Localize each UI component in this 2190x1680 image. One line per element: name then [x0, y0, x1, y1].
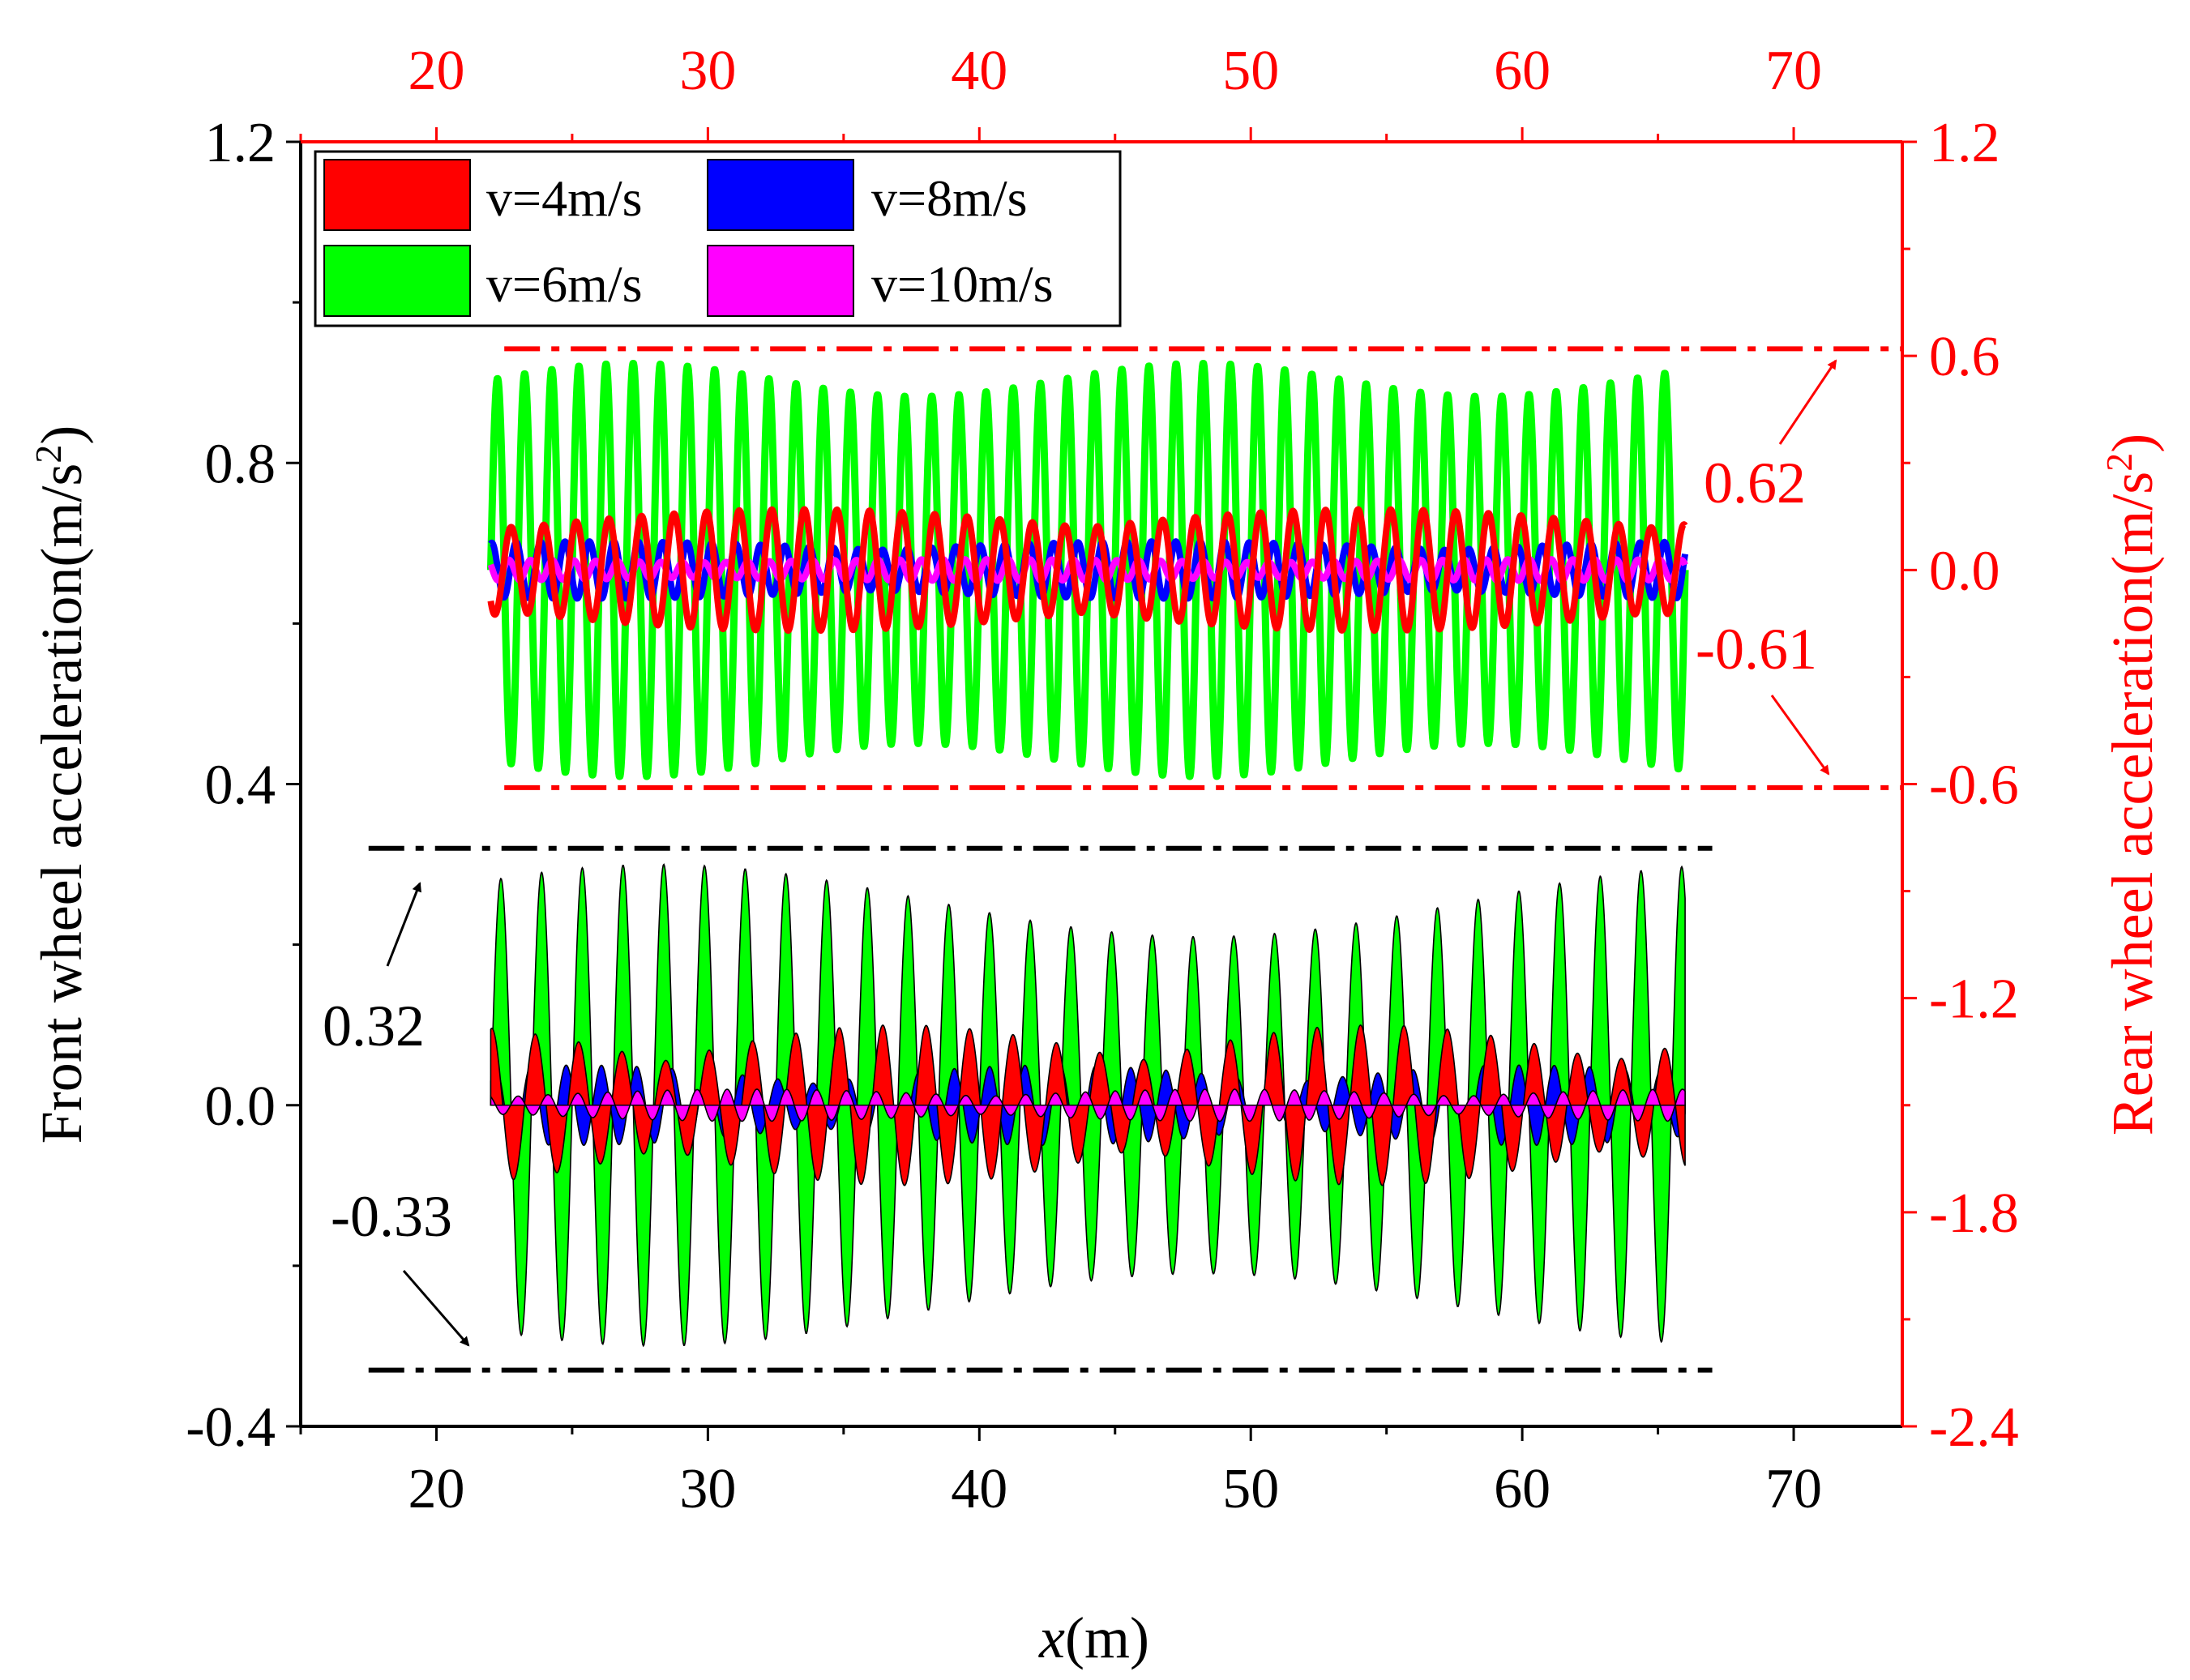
x-tick-label: 40	[951, 1458, 1007, 1520]
x-tick-labels: 20 30 40 50 60 70	[408, 1458, 1822, 1520]
tick-marks	[286, 127, 1917, 1441]
rear-lower-arrow	[1770, 695, 1830, 776]
x-top-tick-label: 70	[1765, 40, 1822, 102]
x-axis-title: x(m)	[1038, 1605, 1149, 1670]
x-top-tick-label: 20	[408, 40, 464, 102]
y-left-axis-title: Front wheel acceleration(m/s2)	[28, 425, 95, 1144]
superscript: 2	[28, 445, 69, 464]
bound-lines	[368, 346, 1902, 1373]
legend-label: v=10m/s	[871, 255, 1054, 313]
x-axis-variable: x	[1038, 1605, 1065, 1670]
y-left-tick-label: -0.4	[186, 1396, 276, 1459]
x-top-tick-label: 60	[1494, 40, 1551, 102]
front-lower-arrow	[402, 1270, 470, 1347]
legend: v=4m/s v=8m/s v=6m/s v=10m/s	[314, 150, 1122, 327]
legend-label: v=8m/s	[871, 169, 1028, 227]
rear-upper-annotation: 0.62	[1704, 451, 1806, 515]
y-right-tick-label: -1.8	[1929, 1182, 2019, 1245]
rear-lower-annotation: -0.61	[1696, 617, 1817, 682]
legend-label: v=4m/s	[486, 169, 643, 227]
x-axis-unit: (m)	[1065, 1605, 1149, 1670]
y-left-tick-label: 0.0	[205, 1075, 276, 1138]
y-right-tick-labels: -2.4 -1.8 -1.2 -0.6 0.0 0.6 1.2	[1929, 112, 2019, 1459]
x-top-tick-label: 40	[951, 40, 1007, 102]
y-left-tick-labels: -0.4 0.0 0.4 0.8 1.2	[186, 112, 276, 1459]
y-right-tick-label: -2.4	[1929, 1396, 2019, 1459]
front-upper-annotation: 0.32	[323, 994, 425, 1058]
x-tick-label: 30	[679, 1458, 736, 1520]
rear-upper-arrow	[1778, 359, 1837, 445]
rear-series-v4ms	[487, 506, 1688, 635]
legend-swatch	[707, 159, 854, 231]
front-upper-arrow	[386, 882, 421, 967]
annotations: 0.32 -0.33 0.62 -0.61	[323, 359, 1837, 1347]
y-right-tick-label: -1.2	[1929, 968, 2019, 1031]
series-layer	[486, 359, 1689, 1348]
legend-swatch	[323, 159, 471, 231]
y-left-tick-label: 1.2	[205, 112, 276, 174]
x-tick-label: 60	[1494, 1458, 1551, 1520]
y-right-tick-label: -0.6	[1929, 755, 2019, 817]
legend-label: v=6m/s	[486, 255, 643, 313]
legend-swatch	[707, 245, 854, 317]
x-tick-label: 50	[1222, 1458, 1279, 1520]
x-top-tick-label: 30	[679, 40, 736, 102]
superscript: 2	[2098, 453, 2140, 472]
y-right-tick-label: 0.0	[1929, 540, 2000, 602]
x-top-tick-labels: 20 30 40 50 60 70	[408, 40, 1822, 102]
y-left-tick-label: 0.4	[205, 755, 276, 817]
y-right-tick-label: 0.6	[1929, 326, 2000, 388]
x-tick-label: 20	[408, 1458, 464, 1520]
x-tick-label: 70	[1765, 1458, 1822, 1520]
x-top-tick-label: 50	[1222, 40, 1279, 102]
front-lower-annotation: -0.33	[331, 1184, 452, 1249]
y-right-axis-title: Rear wheel acceleration(m/s2)	[2098, 434, 2166, 1136]
legend-swatch	[323, 245, 471, 317]
front-series-v10ms	[490, 1088, 1686, 1122]
y-left-tick-label: 0.8	[205, 433, 276, 495]
y-right-tick-label: 1.2	[1929, 112, 2000, 174]
